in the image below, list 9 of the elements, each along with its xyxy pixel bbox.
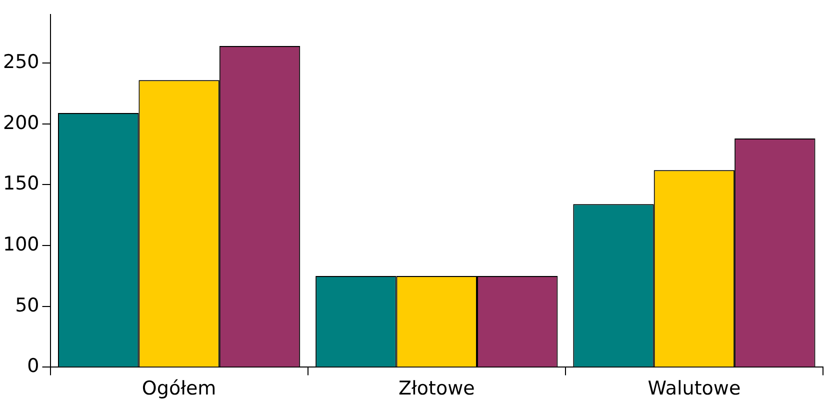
- x-tick-label: Ogółem: [142, 378, 216, 400]
- y-tick-label: 50: [15, 294, 40, 316]
- y-tick-label: 0: [27, 355, 40, 378]
- x-tick-label: Walutowe: [648, 378, 741, 400]
- x-tick-label: Złotowe: [398, 378, 475, 400]
- y-tick-label: 150: [3, 172, 40, 195]
- y-tick-label: 250: [3, 51, 40, 73]
- y-tick-label: 200: [3, 112, 40, 134]
- y-tick-label: 100: [3, 233, 40, 256]
